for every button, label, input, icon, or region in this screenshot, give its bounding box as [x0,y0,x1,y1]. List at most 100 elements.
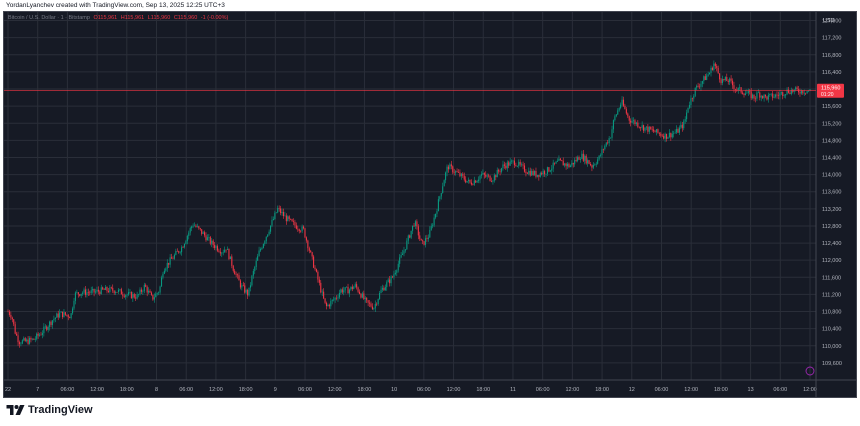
candle-body [739,87,741,89]
x-tick-label: 12:00 [447,387,461,393]
candle-body [105,286,107,290]
candle-body [671,133,673,138]
candle-body [681,124,683,129]
tradingview-logo: TradingView [6,404,93,416]
candle-body [551,168,553,171]
candle-body [292,221,295,222]
candle-body [153,297,155,300]
candle-body [247,289,249,296]
chart-frame[interactable]: Bitcoin / U.S. Dollar · 1 · Bitstamp O11… [3,11,857,398]
candle-body [594,164,596,166]
candle-body [103,289,105,290]
candle-body [173,254,175,259]
candle-body [330,301,332,307]
candle-body [73,300,75,309]
candle-body [340,289,342,293]
candle-body [743,93,745,96]
candle-body [383,287,385,291]
candle-body [21,340,23,344]
candle-body [677,128,679,133]
candle-body [427,237,429,240]
candle-body [777,95,779,96]
candle-body [18,342,21,345]
candle-body [255,260,257,268]
candle-body [31,338,33,340]
candle-body [719,73,721,80]
candle-body [338,292,340,298]
candle-body [175,251,177,255]
candle-body [608,138,610,144]
x-tick-label: 12:00 [90,387,104,393]
x-tick-label: 06:00 [298,387,312,393]
candle-body [753,94,755,99]
candle-body [734,89,736,90]
candle-body [490,180,493,182]
candle-body [413,225,415,227]
candle-body [46,326,48,330]
candle-body [664,133,666,139]
candle-body [275,212,277,214]
candle-body [624,105,626,110]
candle-body [495,175,497,178]
candle-body [730,78,732,81]
candle-body [595,163,597,165]
y-tick-label: 111,200 [822,292,841,298]
candle-body [513,160,516,166]
candle-body [446,166,448,173]
candle-body [328,304,330,307]
candle-body [305,237,307,241]
candle-body [335,297,338,299]
candle-body [344,287,346,291]
go-to-realtime-icon[interactable] [805,366,815,376]
candle-body [168,262,170,265]
candle-body [109,287,111,292]
candle-body [637,122,639,127]
candle-body [379,292,381,300]
candle-body [472,184,474,186]
candle-body [192,225,194,227]
candle-body [304,228,306,238]
candle-body [701,81,703,84]
candle-body [617,110,619,115]
candle-body [449,164,451,170]
candle-body [159,286,161,293]
candle-body [592,164,594,168]
candle-body [7,311,9,313]
candle-body [290,218,292,220]
candle-body [516,165,518,167]
candle-body [803,92,805,94]
candle-body [693,95,695,99]
candle-body [423,241,425,245]
candlestick-chart[interactable]: 109,600 110,000 110,400 110,800 111,200 111,6… [4,12,856,397]
candle-body [284,215,286,217]
candle-body [483,173,485,175]
candle-body [123,295,125,297]
candle-body [720,79,722,84]
candle-body [568,163,570,168]
candle-body [417,226,419,236]
tradingview-mark-icon [6,405,25,415]
candle-body [401,253,404,255]
candle-body [579,158,581,160]
candle-body [361,293,363,298]
x-tick-label: 9 [274,387,277,393]
candle-body [747,91,749,93]
candle-body [277,208,279,213]
candle-body [61,311,64,318]
candle-body [806,91,808,94]
candle-body [508,162,510,166]
candle-body [188,232,190,236]
candle-body [343,290,345,293]
candle-body [420,238,422,241]
candle-body [721,78,724,84]
candle-body [271,219,273,226]
candle-body [654,131,656,133]
candle-body [686,112,688,120]
candle-body [802,90,804,94]
candle-body [694,87,696,96]
candle-body [602,149,604,150]
candle-body [176,251,178,252]
candle-body [492,180,494,182]
change-value: -1 (-0.00%) [200,15,229,21]
candle-body [102,287,104,290]
